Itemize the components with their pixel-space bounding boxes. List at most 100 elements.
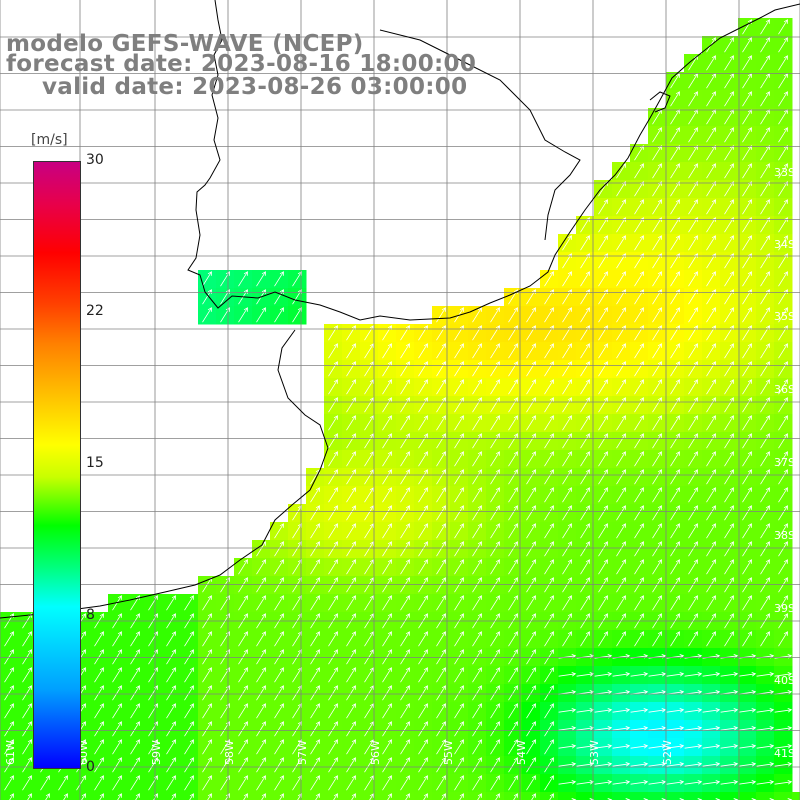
wind-speed-cell (792, 792, 800, 800)
wind-arrow (666, 780, 685, 785)
wind-arrow (310, 685, 320, 701)
wind-arrow (558, 762, 577, 767)
wind-arrow (544, 379, 554, 395)
wind-arrow (346, 487, 356, 503)
wind-arrow (112, 775, 122, 791)
wind-arrow (724, 487, 734, 503)
wind-arrow (346, 721, 356, 737)
colorbar-unit: [m/s] (31, 132, 68, 148)
wind-arrow (634, 559, 644, 575)
wind-arrow (382, 775, 392, 791)
wind-arrow (594, 672, 613, 677)
wind-arrow (472, 703, 482, 719)
wind-arrow (742, 559, 752, 575)
wind-arrow (688, 127, 698, 143)
wind-arrow (508, 379, 518, 395)
wind-arrow (459, 793, 464, 800)
wind-arrow (436, 307, 446, 323)
wind-arrow (580, 397, 590, 413)
wind-arrow (472, 739, 482, 755)
wind-arrow (526, 523, 536, 539)
wind-arrow (756, 744, 775, 749)
wind-arrow (670, 343, 680, 359)
wind-arrow (706, 163, 716, 179)
wind-arrow (472, 775, 482, 791)
wind-arrow (508, 487, 518, 503)
wind-arrow (670, 469, 680, 485)
wind-arrow (526, 775, 536, 791)
wind-speed-cell (702, 792, 721, 800)
wind-speed-cell (396, 792, 415, 800)
wind-arrow (238, 757, 248, 773)
wind-arrow (544, 703, 554, 719)
wind-arrow (418, 757, 428, 773)
wind-arrow (508, 559, 518, 575)
wind-arrow (418, 469, 428, 485)
wind-arrow (184, 685, 194, 701)
wind-arrow (189, 793, 194, 800)
wind-arrow (328, 577, 338, 593)
wind-arrow (184, 649, 194, 665)
wind-arrow (688, 595, 698, 611)
wind-speed-cell (198, 792, 217, 800)
wind-arrow (490, 451, 500, 467)
wind-arrow (490, 577, 500, 593)
wind-arrow (598, 541, 608, 557)
wind-arrow (612, 744, 631, 749)
wind-arrow (436, 451, 446, 467)
wind-arrow (441, 793, 446, 800)
wind-arrow (760, 397, 770, 413)
wind-arrow (436, 397, 446, 413)
wind-arrow (706, 145, 716, 161)
wind-arrow (387, 793, 392, 800)
wind-arrow (454, 541, 464, 557)
wind-arrow (328, 469, 338, 485)
wind-arrow (544, 685, 554, 701)
wind-arrow (436, 361, 446, 377)
wind-arrow (670, 199, 680, 215)
wind-arrow (238, 703, 248, 719)
wind-arrow (670, 559, 680, 575)
wind-arrow (778, 415, 788, 431)
wind-arrow (364, 325, 374, 341)
wind-arrow (238, 721, 248, 737)
wind-arrow (4, 703, 14, 719)
wind-arrow (576, 744, 595, 749)
wind-arrow (760, 307, 770, 323)
wind-arrow (634, 145, 644, 161)
wind-arrow (544, 757, 554, 773)
wind-arrow (558, 744, 577, 749)
wind-arrow (724, 577, 734, 593)
wind-arrow (526, 703, 536, 719)
wind-arrow (400, 559, 410, 575)
wind-arrow (598, 235, 608, 251)
wind-arrow (364, 667, 374, 683)
wind-arrow (112, 667, 122, 683)
wind-arrow (576, 672, 595, 677)
wind-arrow (238, 667, 248, 683)
wind-arrow (724, 325, 734, 341)
wind-arrow (418, 631, 428, 647)
wind-arrow (778, 379, 788, 395)
wind-arrow (364, 361, 374, 377)
wind-arrow (472, 559, 482, 575)
coastline-lagoon (649, 91, 671, 113)
wind-arrow (616, 361, 626, 377)
wind-arrow (616, 487, 626, 503)
longitude-label: 56W (369, 740, 382, 765)
wind-arrow (346, 325, 356, 341)
wind-arrow (364, 397, 374, 413)
wind-arrow (616, 199, 626, 215)
wind-arrow (742, 397, 752, 413)
wind-arrow (706, 541, 716, 557)
wind-arrow (472, 523, 482, 539)
wind-arrow (256, 775, 266, 791)
wind-speed-cell (252, 792, 271, 800)
wind-arrow (724, 505, 734, 521)
wind-arrow (333, 793, 338, 800)
wind-arrow (738, 762, 757, 767)
wind-arrow (756, 780, 775, 785)
wind-arrow (346, 703, 356, 719)
wind-arrow (76, 775, 86, 791)
